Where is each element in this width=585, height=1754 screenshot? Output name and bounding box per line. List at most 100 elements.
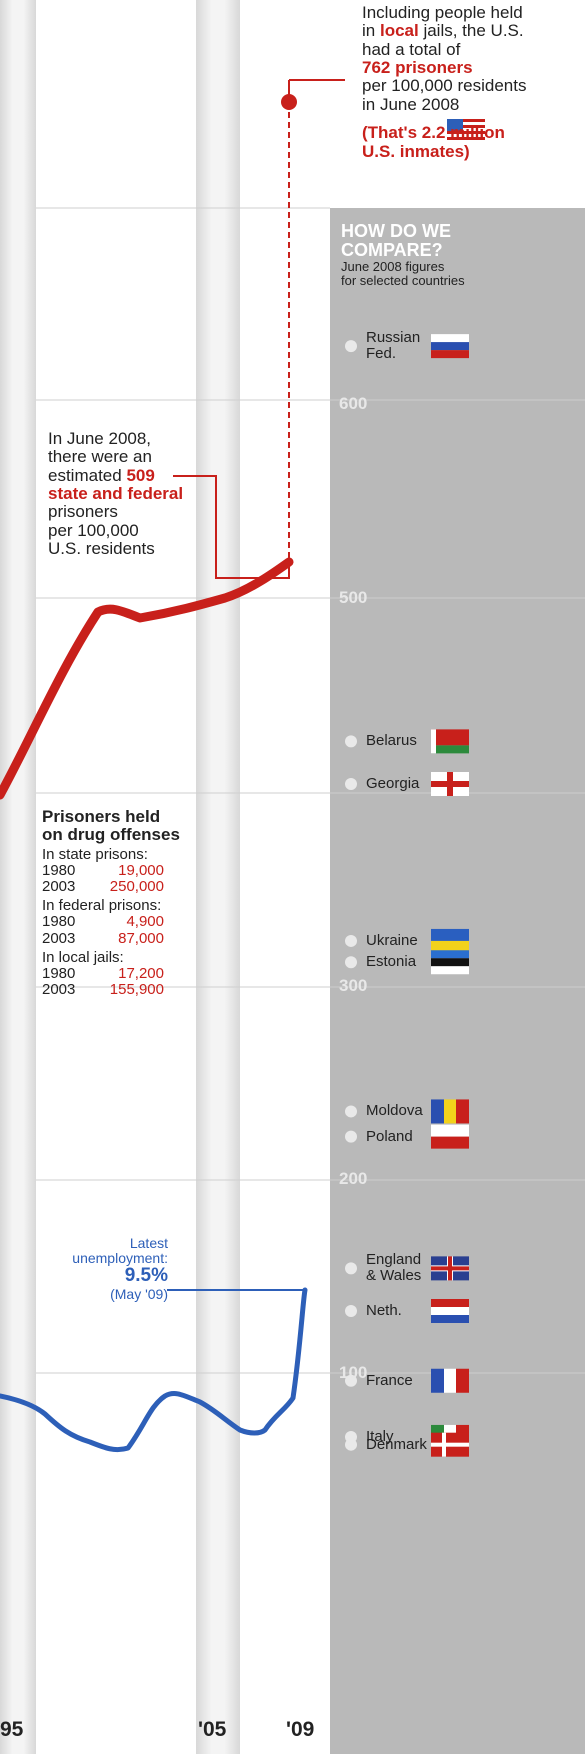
local-total-line7: (That's 2.2 million xyxy=(362,123,505,143)
compare-subtitle: June 2008 figures for selected countries xyxy=(341,259,581,289)
country-marker xyxy=(345,1130,357,1143)
state-federal-leader xyxy=(173,475,290,579)
country-marker xyxy=(345,735,357,748)
drug-value: 250,000 xyxy=(109,878,164,896)
flag-netherlands-icon xyxy=(431,1299,469,1323)
drug-year: 1980 xyxy=(42,913,76,931)
prisoners-endpoint-509 xyxy=(285,558,293,566)
flag-uk-icon xyxy=(431,1256,469,1281)
drug-year: 2003 xyxy=(42,878,76,896)
state-federal-line7: U.S. residents xyxy=(48,539,155,559)
drug-offenses-box: Prisoners held on drug offenses In state… xyxy=(42,808,190,998)
drug-value: 155,900 xyxy=(109,981,164,999)
country-label: Ukraine xyxy=(366,931,418,949)
drug-value: 17,200 xyxy=(118,965,164,982)
country-marker xyxy=(345,778,357,790)
state-federal-annotation: In June 2008, there were an estimated 50… xyxy=(48,429,198,559)
drug-offenses-title2: on drug offenses xyxy=(42,824,180,844)
unemployment-line1: Latest xyxy=(129,1235,168,1251)
x-tick-label: '05 xyxy=(198,1718,227,1741)
compare-title-line2: COMPARE? xyxy=(341,240,443,261)
state-federal-line6: per 100,000 xyxy=(48,520,139,540)
flag-usa-icon xyxy=(447,119,485,141)
local-total-value: 762 prisoners xyxy=(362,58,473,78)
country-marker xyxy=(345,1262,357,1275)
y-tick-label: 500 xyxy=(339,588,368,607)
flag-poland-icon xyxy=(431,1124,469,1149)
unemployment-value: 9.5% xyxy=(124,1265,168,1287)
compare-title: HOW DO WE COMPARE? xyxy=(341,221,581,261)
country-label: Estonia xyxy=(366,953,417,971)
country-marker xyxy=(345,1105,357,1118)
compare-title-line1: HOW DO WE xyxy=(341,221,451,241)
country-label: Poland xyxy=(366,1127,413,1145)
prisoners-series-line xyxy=(0,557,294,800)
y-tick-label: 100 xyxy=(339,1363,368,1382)
flag-moldova-icon xyxy=(431,1099,469,1124)
country-marker xyxy=(345,1438,357,1451)
unemployment-date: (May '09) xyxy=(110,1285,168,1302)
local-total-line8: U.S. inmates) xyxy=(362,141,470,161)
local-total-line3: had a total of xyxy=(362,39,461,59)
local-total-point-762 xyxy=(281,94,297,110)
compare-subtitle-line2: for selected countries xyxy=(341,273,465,289)
local-total-line6: in June 2008 xyxy=(362,94,460,114)
local-total-line2c: jails, the U.S. xyxy=(423,21,524,41)
country-label: Moldova xyxy=(366,1102,423,1120)
y-tick-label: 600 xyxy=(339,394,368,414)
drug-row: 2003 87,000 xyxy=(42,929,164,947)
country-label: Neth. xyxy=(366,1302,402,1319)
x-tick-label: '09 xyxy=(286,1718,315,1741)
local-total-line2: in local jails, the U.S. xyxy=(362,22,577,40)
drug-group-label: In local jails: xyxy=(42,948,124,966)
state-federal-line3a: estimated xyxy=(48,465,122,485)
state-federal-line1: In June 2008, xyxy=(48,429,152,448)
drug-value: 87,000 xyxy=(118,929,164,947)
pillar-left xyxy=(0,0,36,1754)
flag-belarus-icon xyxy=(431,729,469,754)
drug-year: 1980 xyxy=(42,965,76,982)
gridlines xyxy=(36,207,330,1374)
country-label: Russian Fed. xyxy=(366,329,421,362)
drug-year: 2003 xyxy=(42,929,76,947)
country-marker xyxy=(345,340,357,353)
state-federal-line3: estimated 509 xyxy=(48,465,198,485)
drug-offenses-title1: Prisoners held xyxy=(42,807,161,826)
x-tick-label: 95 xyxy=(0,1718,24,1741)
comparison-panel xyxy=(330,208,585,1754)
unemployment-series-line xyxy=(0,1287,308,1453)
local-total-annotation: Including people held in local jails, th… xyxy=(362,3,577,161)
state-federal-line4: state and federal xyxy=(48,484,184,504)
compare-subtitle-line1: June 2008 figures xyxy=(341,259,445,274)
flag-france-icon xyxy=(431,1368,469,1393)
flag-estonia-icon xyxy=(431,950,469,975)
local-total-line1: Including people held xyxy=(362,3,523,22)
country-label: Georgia xyxy=(366,775,420,792)
flag-russia-icon xyxy=(431,334,469,359)
country-label: France xyxy=(366,1371,413,1389)
unemployment-annotation: Latest unemployment: 9.5% (May '09) xyxy=(40,1235,168,1302)
drug-row: 2003 155,900 xyxy=(42,981,164,999)
country-label: Belarus xyxy=(366,732,417,750)
flag-ukraine-icon xyxy=(431,928,469,953)
state-federal-line5: prisoners xyxy=(48,502,118,522)
drug-group-label: In federal prisons: xyxy=(42,897,162,915)
country-label: England & Wales xyxy=(366,1251,422,1285)
drug-value: 4,900 xyxy=(126,913,164,931)
local-total-local-highlight: local xyxy=(379,21,419,41)
country-marker xyxy=(345,1305,357,1317)
flag-georgia-icon xyxy=(431,772,469,796)
drug-row: 2003 250,000 xyxy=(42,878,164,896)
country-label: Italy xyxy=(366,1427,394,1445)
country-marker xyxy=(345,1374,357,1387)
drug-group-label: In state prisons: xyxy=(42,845,148,863)
drug-year: 2003 xyxy=(42,981,76,999)
drug-year: 1980 xyxy=(42,861,76,879)
local-total-line5: per 100,000 residents xyxy=(362,76,527,96)
pillar-mid xyxy=(196,0,240,1754)
country-marks xyxy=(345,334,469,1457)
state-federal-value: 509 xyxy=(126,465,155,485)
y-tick-label: 200 xyxy=(339,1169,368,1189)
country-marker xyxy=(345,934,357,947)
